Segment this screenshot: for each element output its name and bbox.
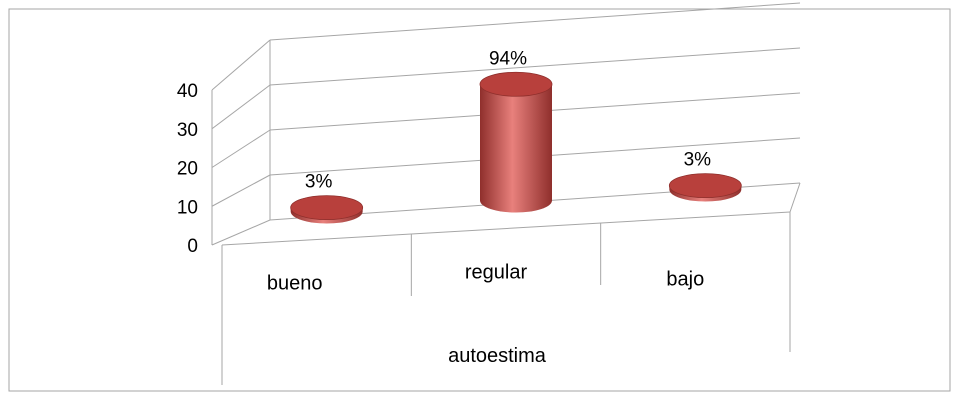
y-tick-label: 40 <box>177 81 198 102</box>
gridline-side-40 <box>211 39 271 91</box>
gridline-side-20 <box>211 129 271 168</box>
bar-top <box>668 173 742 199</box>
bar-body <box>480 84 552 213</box>
y-tick-label: 0 <box>187 236 198 257</box>
category-label: bajo <box>666 269 704 291</box>
data-label: 94% <box>489 48 527 69</box>
bar-bajo <box>668 173 742 202</box>
bars <box>290 71 742 224</box>
chart-border <box>8 8 951 392</box>
y-tick-label: 30 <box>177 120 198 141</box>
floor-front-edge <box>221 211 791 246</box>
gridline-side-0 <box>211 219 271 246</box>
floor-right-edge <box>789 182 801 213</box>
axes <box>211 40 801 385</box>
gridline-side-30 <box>211 84 271 130</box>
category-label: regular <box>465 262 528 284</box>
gridline-back-30 <box>269 47 801 86</box>
y-tick-label: 10 <box>177 197 198 218</box>
data-label: 3% <box>684 150 712 171</box>
bar-regular <box>479 71 553 213</box>
category-label: bueno <box>267 273 323 295</box>
gridline-side-10 <box>211 174 271 207</box>
bar-top <box>479 71 553 97</box>
labels: 0 10 20 30 40 3% bueno 94% regular 3% bajo autoesti… <box>177 48 711 367</box>
bar-top <box>290 195 364 221</box>
gridline-back-40 <box>269 2 801 41</box>
y-tick-label: 20 <box>177 159 198 180</box>
data-label: 3% <box>305 172 333 193</box>
bar-bueno <box>290 195 364 224</box>
x-axis-title: autoestima <box>448 345 547 367</box>
